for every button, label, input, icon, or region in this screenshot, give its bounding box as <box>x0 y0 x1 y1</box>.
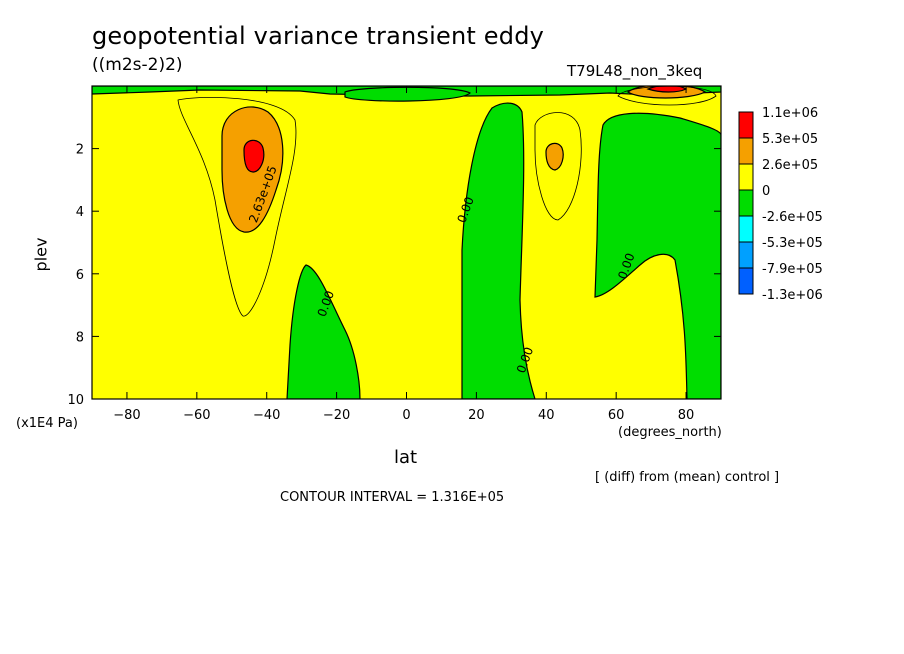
legend-label: -2.6e+05 <box>762 210 823 225</box>
x-tick-label: 80 <box>678 408 695 423</box>
x-axis-label: lat <box>394 447 418 468</box>
field-green-lowleft <box>286 264 361 399</box>
field-red-south <box>243 139 265 173</box>
legend-swatch <box>738 137 754 165</box>
y-tick-label: 10 <box>67 393 84 408</box>
y-tick-label: 6 <box>76 268 84 283</box>
legend-label: 5.3e+05 <box>762 132 818 147</box>
contour-line-south-outer <box>177 97 297 317</box>
x-ticks: −80 −60 −40 −20 0 20 40 60 80 <box>113 86 694 423</box>
legend-swatch <box>738 241 754 269</box>
comparison-note: [ (diff) from (mean) control ] <box>595 470 780 485</box>
x-axis-unit: (degrees_north) <box>618 425 722 440</box>
x-tick-label: 0 <box>402 408 410 423</box>
x-tick-label: −80 <box>113 408 140 423</box>
x-tick-label: −60 <box>183 408 210 423</box>
field-green-right <box>594 112 721 399</box>
y-tick-label: 2 <box>76 143 84 158</box>
legend-label: 1.1e+06 <box>762 106 818 121</box>
field-green-center <box>461 102 536 399</box>
legend-label: 0 <box>762 184 770 199</box>
legend-swatch <box>738 163 754 191</box>
field-green-top-blob <box>344 86 472 102</box>
x-tick-label: 20 <box>468 408 485 423</box>
legend-swatch <box>738 189 754 217</box>
legend-label: -1.3e+06 <box>762 288 823 303</box>
legend-label: 2.6e+05 <box>762 158 818 173</box>
y-tick-label: 4 <box>76 205 84 220</box>
x-tick-label: −20 <box>323 408 350 423</box>
legend-swatch <box>738 267 754 295</box>
legend-swatch <box>738 111 754 139</box>
x-tick-label: 40 <box>538 408 555 423</box>
field-orange-north <box>545 142 564 171</box>
y-axis-unit: (x1E4 Pa) <box>16 416 78 431</box>
legend-swatch <box>738 215 754 243</box>
chart-title: geopotential variance transient eddy <box>92 22 545 50</box>
chart-units: ((m2s-2)2) <box>92 55 183 75</box>
run-id: T79L48_non_3keq <box>567 62 703 80</box>
contour-interval: CONTOUR INTERVAL = 1.316E+05 <box>280 490 505 505</box>
color-legend: 1.1e+06 5.3e+05 2.6e+05 0 -2.6e+05 -5.3e+05 -7… <box>738 106 823 303</box>
contour-line-north-outer <box>534 112 582 221</box>
legend-label: -7.9e+05 <box>762 262 823 277</box>
contour-fields <box>92 86 721 399</box>
legend-label: -5.3e+05 <box>762 236 823 251</box>
contour-line-topright-outer <box>617 86 717 106</box>
x-tick-label: −40 <box>253 408 280 423</box>
y-ticks: 2 4 6 8 10 <box>67 143 721 408</box>
x-tick-label: 60 <box>608 408 625 423</box>
y-tick-label: 8 <box>76 330 84 345</box>
